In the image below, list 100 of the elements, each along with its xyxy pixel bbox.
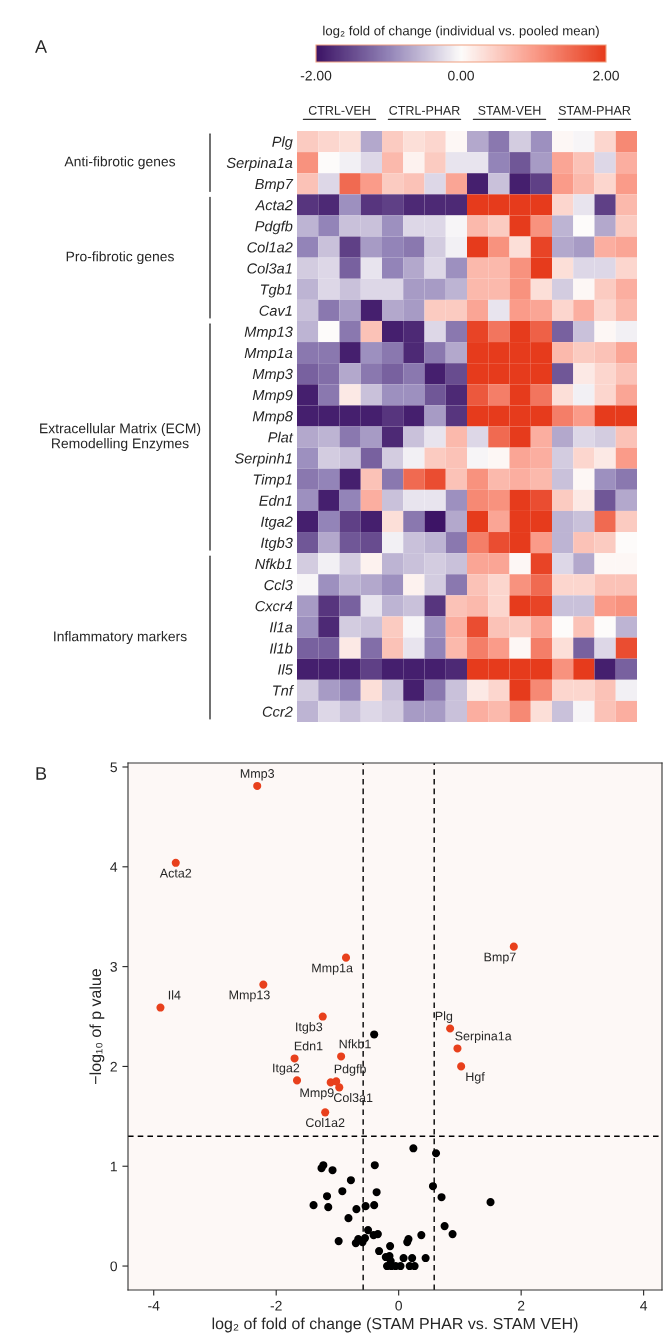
y-tick-label: Itga2 (260, 516, 293, 530)
point (337, 1052, 346, 1061)
y-tick-label: Plg (272, 136, 293, 150)
y-tick-label: Ccr2 (262, 706, 293, 717)
point (322, 1192, 332, 1201)
text: A (35, 40, 48, 53)
text: STAM-VEH (478, 105, 541, 115)
point (486, 1198, 495, 1207)
point (346, 1176, 355, 1185)
point (399, 1254, 408, 1263)
point (453, 1044, 462, 1053)
y-tick-label: Timp1 (253, 473, 292, 488)
y-tick-label: Mmp13 (244, 326, 293, 340)
y-tick-label: Tgb1 (260, 284, 292, 298)
y-tick-label: Col1a2 (247, 241, 293, 253)
data-label: Pdgfb (334, 1064, 366, 1076)
color-bar-title: log₂ fold of change (individual vs. pooled mean) (323, 25, 599, 39)
x-tick-label: 4 (640, 1300, 648, 1311)
text: CTRL-VEH (308, 105, 370, 115)
text: Pro-fibrotic genes (66, 251, 174, 265)
y-tick-label: Plat (268, 431, 294, 443)
point (440, 1222, 449, 1231)
y-tick-label: Serpina1a (226, 157, 293, 171)
y-tick-label: Col3a1 (247, 262, 292, 274)
x-tick-label: 0 (395, 1300, 402, 1311)
y-tick-label: Mmp1a (244, 347, 293, 361)
x-tick-label: -4 (148, 1300, 160, 1311)
point (370, 1030, 379, 1039)
point (318, 1012, 327, 1021)
data-label: Acta2 (159, 868, 192, 878)
data-label: Nfkb1 (339, 1039, 371, 1049)
y-tick-label: Cxcr4 (255, 601, 293, 612)
data-label: Mmp9 (300, 1088, 334, 1100)
point (375, 1247, 384, 1256)
y-tick-label: Nfkb1 (255, 558, 292, 570)
y-tick-label: Mmp3 (252, 368, 293, 383)
y-tick-label: Pdgfb (255, 220, 293, 235)
data-label: Mmp1a (312, 963, 353, 975)
point (324, 1203, 333, 1212)
y-tick-label: Il1b (269, 642, 293, 654)
y-tick-label: 5 (110, 762, 117, 773)
point (156, 1003, 165, 1012)
y-tick-label: Il5 (278, 663, 293, 675)
point (372, 1188, 381, 1197)
point (290, 1054, 299, 1063)
point (364, 1226, 373, 1235)
text: Anti-fibrotic genes (64, 156, 176, 170)
data-label: Col3a1 (333, 1092, 373, 1103)
point (328, 1166, 337, 1175)
y-axis-title: −log₁₀ of p value (89, 969, 105, 1084)
point (431, 1149, 441, 1158)
text: B (36, 767, 47, 780)
y-tick-label: Edn1 (259, 495, 292, 506)
data-label: Il4 (168, 990, 181, 1000)
y-tick-label: Il1a (269, 621, 293, 633)
y-tick-label: 2 (110, 1061, 117, 1072)
point (448, 1230, 457, 1239)
color-bar-label: -2.00 (300, 70, 332, 81)
y-tick-label: Itgb3 (260, 537, 293, 551)
point (386, 1242, 395, 1251)
point (370, 1161, 379, 1170)
y-tick-label: Ccl3 (264, 579, 293, 591)
y-tick-label: 0 (110, 1261, 118, 1272)
y-tick-label: Mmp8 (252, 411, 293, 425)
point (421, 1254, 430, 1263)
point (361, 1202, 370, 1211)
data-label: Bmp7 (484, 952, 516, 964)
point (334, 1237, 343, 1246)
data-label: Col1a2 (306, 1117, 345, 1128)
point (428, 1182, 438, 1191)
point (408, 1254, 417, 1263)
point (437, 1193, 446, 1202)
point (409, 1144, 418, 1153)
text: STAM-PHAR (558, 105, 631, 115)
y-tick-label: 4 (110, 862, 118, 872)
data-label: Hgf (466, 1071, 485, 1084)
text: Extracellular Matrix (ECM) Remodelling Enzymes (40, 423, 201, 452)
data-label: Itgb3 (296, 1022, 323, 1034)
point (341, 953, 351, 962)
point (309, 1201, 318, 1210)
x-tick-label: 2 (517, 1300, 525, 1311)
point (335, 1083, 344, 1092)
point (369, 1231, 378, 1240)
point (344, 1214, 353, 1223)
y-tick-label: Bmp7 (255, 179, 294, 193)
y-tick-label: 3 (110, 961, 117, 972)
data-label: Edn1 (294, 1041, 323, 1051)
point (259, 980, 268, 989)
point (457, 1062, 466, 1071)
text: CTRL-PHAR (389, 105, 460, 115)
color-bar-label: 2.00 (593, 70, 619, 81)
text: Inflammatory markers (54, 631, 187, 645)
color-bar-label: 0.00 (448, 70, 474, 81)
x-axis-title: log₂ of fold of change (STAM PHAR vs. STAM VEH) (212, 1317, 578, 1333)
data-label: Plg (435, 1011, 453, 1023)
x-tick-label: -2 (270, 1300, 282, 1311)
data-label: Serpina1a (455, 1031, 512, 1043)
point (171, 858, 180, 867)
point (351, 1239, 360, 1248)
point (352, 1205, 361, 1214)
